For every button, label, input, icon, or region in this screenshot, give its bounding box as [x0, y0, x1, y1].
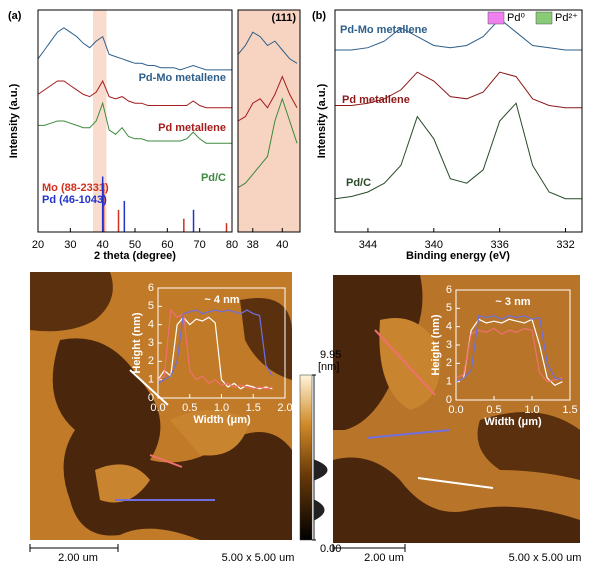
- plot-frame: [334, 9, 583, 233]
- afm-image-c: [30, 272, 293, 540]
- x-tick-label: 340: [425, 239, 443, 251]
- reference-label: Mo (88-2331): [42, 182, 109, 194]
- x-tick-label: 50: [129, 239, 141, 251]
- scale-bar-label: 2.00 um: [364, 552, 404, 564]
- colorbar-histogram: [313, 375, 328, 540]
- x-tick-label: 1.5: [246, 402, 261, 414]
- y-tick-label: 0: [446, 394, 452, 406]
- y-tick-label: 6: [446, 284, 452, 296]
- x-tick-label: 0.5: [182, 402, 197, 414]
- scale-bar: [29, 544, 119, 552]
- x-tick-label: 1.0: [524, 404, 539, 416]
- y-tick-label: 3: [446, 339, 452, 351]
- data-line: [335, 71, 582, 109]
- x-axis-label: Width (μm): [193, 414, 251, 426]
- scale-bar-label: 2.00 um: [58, 552, 98, 564]
- panel-label: (c): [8, 280, 22, 292]
- x-tick-label: 80: [226, 239, 238, 251]
- data-line: [335, 18, 582, 51]
- x-tick-label: 0.0: [448, 404, 463, 416]
- data-line: [455, 318, 563, 387]
- colorbar-unit: [nm]: [318, 361, 339, 373]
- series-label: Pd/C: [346, 177, 371, 189]
- panel-label: (b): [312, 10, 326, 22]
- colorbar-tick-label: 0.00: [320, 543, 341, 555]
- y-tick-label: 0: [148, 392, 154, 404]
- series-label: Pd/C: [201, 172, 226, 184]
- data-line: [157, 309, 273, 384]
- x-tick-label: 30: [64, 239, 76, 251]
- y-tick-label: 2: [148, 355, 154, 367]
- y-tick-label: 1: [446, 376, 452, 388]
- x-tick-label: 0.5: [486, 404, 501, 416]
- x-tick-label: 40: [97, 239, 109, 251]
- data-line: [237, 75, 298, 122]
- plot-frame: [455, 289, 571, 401]
- plot-frame: [237, 9, 301, 233]
- y-tick-label: 5: [148, 300, 154, 312]
- reference-label: Pd (46-1043): [42, 194, 107, 206]
- x-axis-label: Width (μm): [484, 416, 542, 428]
- data-line: [37, 79, 232, 109]
- series-label: Pd-Mo metallene: [139, 72, 226, 84]
- data-line: [157, 316, 273, 390]
- plot-frame: [37, 9, 233, 233]
- y-tick-label: 4: [446, 321, 452, 333]
- legend-label: Pd⁰: [507, 12, 525, 24]
- annotation: ~ 3 nm: [495, 296, 530, 308]
- x-axis-label: Binding energy (eV): [406, 250, 510, 262]
- data-line: [455, 314, 563, 383]
- panel-label: (a): [8, 10, 22, 22]
- x-axis-label: 2 theta (degree): [94, 250, 176, 262]
- x-tick-label: 70: [194, 239, 206, 251]
- scan-size: 5.00 x 5.00 um: [222, 552, 295, 564]
- x-tick-label: 344: [359, 239, 377, 251]
- data-line: [38, 101, 232, 144]
- x-tick-label: 1.5: [562, 404, 577, 416]
- afm-image-d: [333, 275, 580, 543]
- y-axis-label: Height (nm): [430, 314, 442, 375]
- data-line: [37, 27, 232, 71]
- data-line: [237, 97, 298, 189]
- x-tick-label: 60: [161, 239, 173, 251]
- legend-swatch: [487, 11, 505, 25]
- series-label: Pd metallene: [158, 122, 226, 134]
- y-tick-label: 1: [148, 374, 154, 386]
- series-label: Pd metallene: [342, 94, 410, 106]
- colorbar: [299, 374, 313, 541]
- scan-size: 5.00 x 5.00 um: [509, 552, 582, 564]
- panel-label: (d): [312, 282, 326, 294]
- series-label: Pd-Mo metallene: [340, 24, 427, 36]
- y-tick-label: 6: [148, 282, 154, 294]
- x-tick-label: 336: [490, 239, 508, 251]
- annotation: (111): [272, 12, 297, 24]
- x-tick-label: 0.0: [150, 402, 165, 414]
- plot-frame: [157, 287, 286, 399]
- x-tick-label: 2.0: [277, 402, 292, 414]
- y-tick-label: 2: [446, 357, 452, 369]
- y-axis-label: Height (nm): [131, 312, 143, 373]
- panel-background: [238, 10, 300, 232]
- x-tick-label: 38: [247, 239, 259, 251]
- y-tick-label: 4: [148, 319, 154, 331]
- legend-label: Pd²⁺: [555, 12, 578, 24]
- x-tick-label: 332: [556, 239, 574, 251]
- annotation: ~ 4 nm: [204, 294, 239, 306]
- scale-bar: [332, 544, 406, 552]
- y-tick-label: 3: [148, 337, 154, 349]
- x-tick-label: 20: [32, 239, 44, 251]
- y-axis-label: Intensity (a.u.): [316, 83, 328, 158]
- legend-swatch: [535, 11, 553, 25]
- data-line: [157, 308, 273, 390]
- data-line: [455, 327, 563, 383]
- data-line: [237, 31, 298, 64]
- y-tick-label: 5: [446, 302, 452, 314]
- colorbar-tick-label: 9.95: [320, 349, 341, 361]
- x-tick-label: 40: [276, 239, 288, 251]
- data-line: [334, 102, 582, 200]
- y-axis-label: Intensity (a.u.): [8, 83, 20, 158]
- x-tick-label: 1.0: [214, 402, 229, 414]
